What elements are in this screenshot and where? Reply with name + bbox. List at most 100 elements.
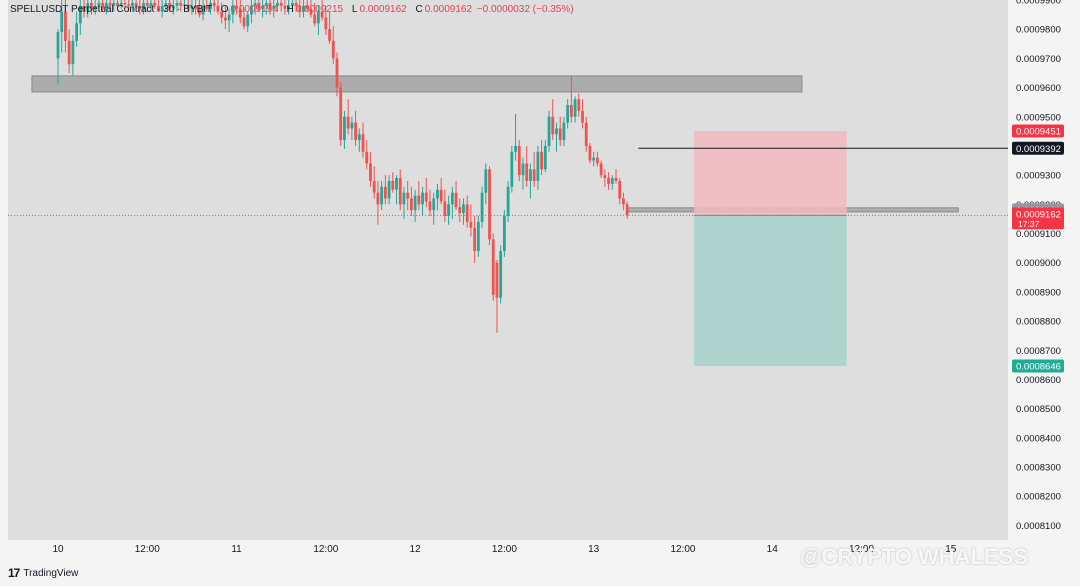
candle-body <box>517 145 521 176</box>
price-badge-target <box>1012 359 1064 373</box>
tradingview-logo-icon: 17 <box>8 566 20 580</box>
watermark: @CRYPTO WHALESS <box>800 544 1029 569</box>
candle-body <box>264 2 268 6</box>
candle-body <box>82 5 86 12</box>
candle-body <box>246 14 250 27</box>
price-badge-label: 0.0009451 <box>1016 127 1061 138</box>
x-tick-label: 12:00 <box>313 544 338 555</box>
candle-body <box>503 216 506 252</box>
candle-body <box>242 17 246 27</box>
x-tick-label: 12:00 <box>135 544 160 555</box>
candle-body <box>510 151 514 187</box>
candle-body <box>145 2 149 6</box>
tradingview-brand[interactable]: 17 TradingView <box>8 566 78 580</box>
candle-body <box>205 5 209 9</box>
x-tick-label: 12:00 <box>849 544 874 555</box>
candle-body <box>372 180 376 193</box>
candle-body <box>566 105 570 123</box>
y-tick-label: 0.0009000 <box>1016 258 1061 269</box>
candle-body <box>476 221 480 252</box>
candle-body <box>201 5 205 15</box>
candle-body <box>577 99 581 111</box>
candle-body <box>543 145 547 170</box>
candle-body <box>521 163 525 176</box>
price-badge-label: 0.0008646 <box>1016 362 1061 373</box>
candle-body <box>391 180 395 190</box>
candle-body <box>607 178 610 184</box>
candle-body <box>618 180 622 199</box>
y-tick-label: 0.0008100 <box>1016 521 1061 532</box>
candle-body <box>250 5 253 15</box>
candle-body <box>119 2 123 6</box>
candle-body <box>90 2 93 9</box>
candle-body <box>97 2 101 6</box>
candle-body <box>298 5 302 12</box>
candle-body <box>499 251 503 298</box>
candle-body <box>573 99 577 117</box>
candle-body <box>313 14 317 24</box>
candle-body <box>138 5 142 9</box>
candle-body <box>569 105 573 117</box>
candle-body <box>324 17 328 30</box>
candle-body <box>238 8 242 18</box>
candle-body <box>447 204 450 216</box>
candle-body <box>93 5 97 9</box>
candle-body <box>547 116 551 146</box>
candle-body <box>279 2 283 6</box>
candle-body <box>309 8 313 15</box>
price-badge-label: 0.0009162 <box>1016 209 1061 220</box>
candle-body <box>142 2 145 9</box>
legend-open-key: O <box>220 4 229 15</box>
candle-body <box>555 128 558 135</box>
candle-body <box>64 11 67 41</box>
candle-body <box>78 5 82 24</box>
price-badge-countdown: 17:37 <box>1018 219 1040 229</box>
candle-body <box>436 189 439 199</box>
candle-body <box>216 5 220 12</box>
x-tick-label: 13 <box>588 544 600 555</box>
candle-body <box>320 11 324 18</box>
candle-body <box>231 5 235 15</box>
candle-body <box>581 110 584 123</box>
candle-body <box>350 122 354 129</box>
candle-body <box>529 169 532 181</box>
candle-body <box>220 11 224 18</box>
candle-body <box>175 2 179 6</box>
legend-close-value: 0.0009162 <box>424 4 473 15</box>
x-tick-label: 11 <box>231 544 242 555</box>
legend-low-value: 0.0009162 <box>359 4 407 15</box>
candle-body <box>354 122 357 141</box>
y-tick-label: 0.0009900 <box>1016 0 1061 7</box>
candle-body <box>395 178 398 190</box>
candle-body <box>160 5 164 12</box>
price-axis <box>1008 0 1080 540</box>
candle-body <box>610 178 614 184</box>
candle-body <box>290 2 294 6</box>
candle-body <box>190 5 194 9</box>
candle-body <box>123 2 127 5</box>
candle-body <box>104 2 108 9</box>
x-tick-label: 10 <box>52 544 64 555</box>
candle-body <box>599 163 603 176</box>
y-tick-label: 0.0008700 <box>1016 346 1061 357</box>
candle-body <box>75 23 78 41</box>
candle-body <box>335 58 339 88</box>
candle-body <box>584 122 588 146</box>
candle-body <box>357 134 361 141</box>
legend-close-key: C <box>415 4 423 15</box>
price-badge-label: 0.0009392 <box>1016 144 1061 155</box>
candle-body <box>116 2 119 6</box>
legend-low-key: L <box>351 4 358 15</box>
candle-body <box>465 204 469 222</box>
x-tick-label: 14 <box>767 544 779 555</box>
y-tick-label: 0.0008400 <box>1016 433 1061 444</box>
candle-body <box>398 178 402 205</box>
candle-body <box>439 189 443 202</box>
candle-body <box>532 169 536 181</box>
y-tick-label: 0.0009700 <box>1016 54 1061 65</box>
candle-body <box>60 11 64 33</box>
candle-body <box>506 186 510 216</box>
candle-body <box>343 116 346 141</box>
